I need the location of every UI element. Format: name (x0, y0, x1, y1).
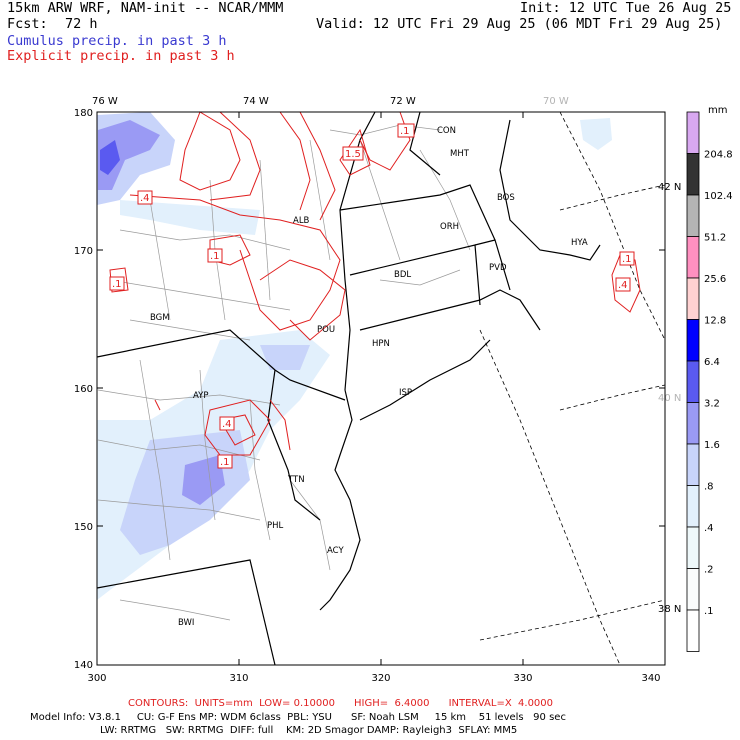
colorbar-swatch (686, 402, 700, 445)
y-tick-label: 140 (74, 660, 93, 671)
city-label: PVD (489, 263, 507, 273)
contour-label: 1.5 (345, 149, 361, 160)
colorbar-label: 102.4 (704, 191, 733, 202)
explicit-legend: Explicit precip. in past 3 h (7, 48, 235, 64)
city-label: CON (437, 126, 456, 136)
colorbar-swatch (686, 277, 700, 320)
colorbar-swatch (686, 526, 700, 569)
graticule (479, 111, 666, 666)
colorbar-label: 25.6 (704, 274, 726, 285)
y-tick-label: 150 (74, 522, 93, 533)
lat-label: 40 N (658, 393, 681, 404)
state-borders (96, 111, 601, 666)
colorbar-label: 6.4 (704, 357, 720, 368)
city-label: BDL (394, 270, 411, 280)
cumulus-shading (97, 112, 612, 600)
colorbar-label: .8 (704, 482, 714, 493)
city-label: TTN (287, 475, 305, 485)
model-title: 15km ARW WRF, NAM-init -- NCAR/MMM (7, 0, 284, 16)
y-tick-label: 160 (74, 384, 93, 395)
colorbar-swatch (686, 319, 700, 362)
contour-label: .1 (400, 126, 410, 137)
colorbar: mm 204.8 102.4 51.2 25.6 12.8 6.4 3.2 1.6 .8 .4 .2… (686, 105, 733, 652)
colorbar-unit: mm (708, 105, 727, 116)
valid-time: Valid: 12 UTC Fri 29 Aug 25 (06 MDT Fri … (316, 16, 723, 32)
city-label: BGM (150, 313, 170, 323)
lon-label: 70 W (543, 96, 569, 107)
contour-label: .4 (222, 419, 232, 430)
y-tick-label: 180 (74, 108, 93, 119)
contour-label: .4 (618, 280, 628, 291)
colorbar-label: .2 (704, 565, 714, 576)
init-time: Init: 12 UTC Tue 26 Aug 25 (520, 0, 732, 16)
lat-label: 38 N (658, 604, 681, 615)
lat-label: 42 N (658, 182, 681, 193)
lon-label: 74 W (243, 96, 269, 107)
colorbar-swatch (686, 194, 700, 237)
model-info: Model Info: V3.8.1 CU: G-F Ens MP: WDM 6… (30, 712, 566, 723)
city-label: BOS (497, 193, 515, 203)
city-label: ALB (293, 216, 310, 226)
contour-label: .1 (210, 251, 220, 262)
city-label: POU (317, 325, 335, 335)
x-tick-label: 300 (87, 673, 106, 684)
colorbar-label: 3.2 (704, 399, 720, 410)
x-tick-label: 330 (513, 673, 532, 684)
contour-label: .1 (112, 279, 122, 290)
city-label: BWI (178, 618, 194, 628)
x-tick-label: 320 (371, 673, 390, 684)
colorbar-label: 204.8 (704, 150, 733, 161)
colorbar-swatch (686, 568, 700, 611)
colorbar-swatch (686, 236, 700, 279)
colorbar-swatch (686, 111, 700, 154)
colorbar-swatch (686, 443, 700, 486)
map-frame (96, 111, 666, 666)
colorbar-label: .1 (704, 606, 714, 617)
lon-label: 76 W (92, 96, 118, 107)
colorbar-label: .4 (704, 523, 714, 534)
frame-ticks (97, 112, 665, 665)
city-label: HPN (372, 339, 390, 349)
x-tick-label: 310 (229, 673, 248, 684)
city-label: ISP (399, 388, 412, 398)
y-tick-label: 170 (74, 246, 93, 257)
contours-info: CONTOURS: UNITS=mm LOW= 0.10000 HIGH= 6.… (128, 698, 554, 709)
city-label: ORH (440, 222, 459, 232)
city-label: MHT (450, 149, 470, 159)
lon-label: 72 W (390, 96, 416, 107)
contour-label: .4 (140, 193, 150, 204)
colorbar-label: 1.6 (704, 440, 720, 451)
contour-labels: .1 1.5 .4 .1 .1 .1 .4 .4 .1 (109, 123, 635, 469)
county-borders (97, 124, 471, 621)
city-label: ACY (327, 546, 344, 556)
contour-label: .1 (622, 254, 632, 265)
cumulus-legend: Cumulus precip. in past 3 h (7, 33, 227, 49)
model-info-physics: LW: RRTMG SW: RRTMG DIFF: full KM: 2D Sm… (100, 725, 518, 736)
colorbar-label: 12.8 (704, 316, 726, 327)
colorbar-swatch (686, 153, 700, 196)
x-tick-label: 340 (641, 673, 660, 684)
city-label: AYP (193, 391, 208, 401)
colorbar-swatch (686, 485, 700, 528)
city-label: PHL (267, 521, 284, 531)
colorbar-swatch (686, 609, 700, 652)
colorbar-swatch (686, 360, 700, 403)
city-label: HYA (571, 238, 588, 248)
contour-label: .1 (220, 457, 230, 468)
forecast-label: Fcst: (7, 16, 48, 32)
city-labels: CON MHT BOS ORH PVD ALB BDL HYA POU BGM … (150, 126, 588, 628)
forecast-hours: 72 h (65, 16, 98, 32)
colorbar-label: 51.2 (704, 233, 726, 244)
